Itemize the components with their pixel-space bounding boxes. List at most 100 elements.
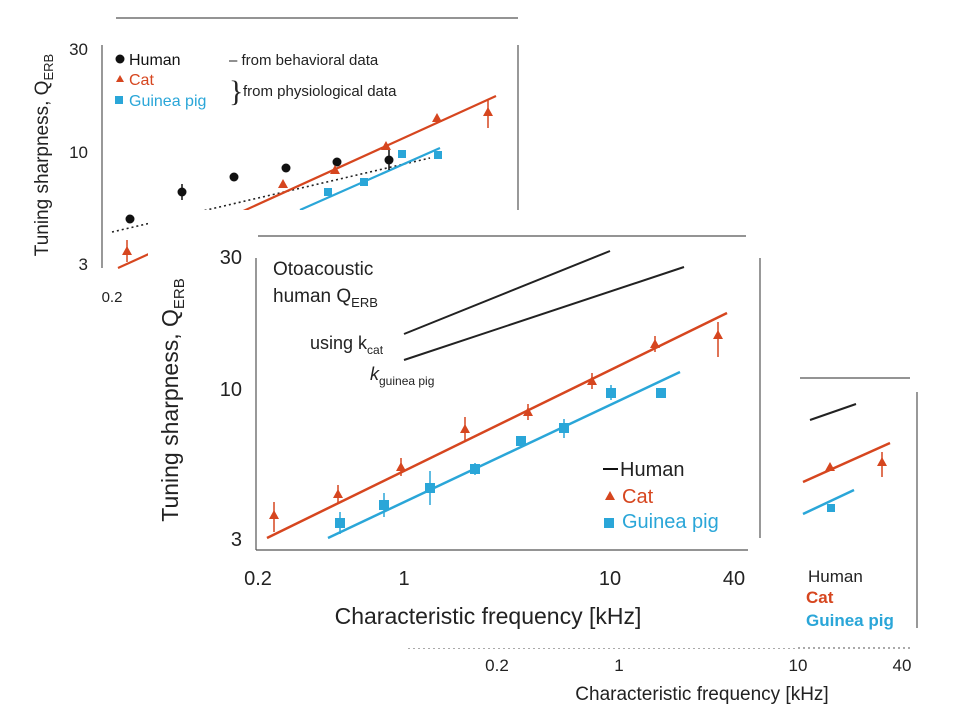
x-tick-label: 0.2: [485, 656, 509, 675]
kguinea-pig-label: kguinea pig: [370, 364, 434, 388]
x-tick-label: 1: [398, 568, 409, 590]
cat-point: [269, 510, 279, 519]
guinea-pig-point: [398, 150, 406, 158]
cat-point: [381, 141, 391, 150]
y-tick-label: 10: [220, 379, 242, 401]
legend-human: Human: [808, 567, 863, 586]
legend-human: Human: [129, 52, 181, 69]
guinea-pig-point: [335, 518, 345, 528]
legend-guinea-pig: Guinea pig: [622, 511, 719, 533]
guinea-pig-point: [470, 464, 480, 474]
legend-guinea-pig-marker: [604, 518, 614, 528]
x-axis-label: Characteristic frequency [kHz]: [575, 684, 828, 705]
cat-point: [432, 113, 442, 122]
guinea-pig-point: [516, 436, 526, 446]
guinea-pig-point: [324, 188, 332, 196]
human-point: [229, 172, 239, 182]
guinea-pig-point: [656, 388, 666, 398]
guinea-pig-points: [324, 150, 442, 196]
guinea-pig-points: [335, 385, 666, 534]
human-point: [177, 187, 187, 197]
cat-point: [278, 179, 288, 188]
legend: Human Cat Guinea pig: [603, 459, 719, 533]
legend-guinea-pig: Guinea pig: [129, 93, 206, 110]
y-tick-label: 30: [69, 40, 88, 59]
cat-point: [396, 462, 406, 471]
legend-cat: Cat: [129, 72, 154, 89]
legend-cat: Cat: [806, 588, 834, 607]
y-tick-label: 3: [79, 255, 88, 274]
human-point: [125, 214, 135, 224]
guinea-pig-point: [425, 483, 435, 493]
legend-cat: Cat: [622, 486, 654, 508]
legend-guinea-pig: Guinea pig: [806, 611, 894, 630]
x-ticks: 0.2 1 10 40: [485, 656, 911, 675]
y-tick-label: 10: [69, 143, 88, 162]
cat-point: [483, 107, 493, 116]
x-axis-label: Characteristic frequency [kHz]: [335, 603, 642, 629]
x-tick-label: 0.2: [102, 289, 123, 306]
cat-point: [460, 424, 470, 433]
otoacoustic-label-line1: Otoacoustic: [273, 259, 373, 280]
legend-behavioral-note: – from behavioral data: [229, 52, 379, 69]
back-left-chart: 3 10 30 0.2 Tuning sharpness, QERB: [32, 17, 519, 306]
y-ticks: 3 10 30: [220, 247, 242, 551]
guinea-pig-point: [606, 388, 616, 398]
human-kcat-fit-line: [403, 250, 611, 335]
legend-human: Human: [620, 459, 684, 481]
human-point: [281, 163, 291, 173]
x-ticks: 0.2 1 10 40: [244, 568, 745, 590]
legend-brace: }: [229, 75, 243, 108]
cat-point: [825, 462, 835, 471]
using-kcat-label: using kcat: [310, 333, 384, 357]
front-chart: 3 10 30 0.2 1 10 40 Characteristic frequ…: [157, 235, 761, 629]
annotations: Otoacoustic human QERB using kcat kguine…: [273, 259, 434, 388]
cat-point: [333, 489, 343, 498]
cat-point: [650, 339, 660, 348]
guinea-pig-point: [360, 178, 368, 186]
legend-physiological-note: from physiological data: [243, 83, 397, 100]
fit-lines: [266, 250, 728, 540]
guinea-pig-point: [434, 151, 442, 159]
human-fit-line: [809, 403, 857, 421]
x-tick-label: 10: [789, 656, 808, 675]
human-point: [332, 157, 342, 167]
cat-fit-line: [802, 441, 891, 484]
x-tick-label: 10: [599, 568, 621, 590]
y-axis-label: Tuning sharpness, QERB: [157, 278, 188, 522]
otoacoustic-label-line2: human QERB: [273, 286, 378, 310]
human-kguinea-pig-fit-line: [403, 266, 685, 361]
human-point: [384, 155, 394, 165]
human-points: [125, 150, 394, 224]
cat-point: [587, 376, 597, 385]
legend-guinea-pig-marker: [115, 96, 123, 104]
x-tick-label: 40: [893, 656, 912, 675]
guinea-pig-point: [379, 500, 389, 510]
cat-point: [523, 407, 533, 416]
y-tick-label: 30: [220, 247, 242, 269]
legend-cat-marker: [605, 491, 615, 500]
x-tick-label: 40: [723, 568, 745, 590]
front-panel: 3 10 30 0.2 1 10 40 Characteristic frequ…: [148, 210, 796, 648]
guinea-pig-fit-line: [327, 370, 681, 540]
guinea-pig-fit-line: [299, 146, 441, 212]
cat-point: [877, 457, 887, 466]
legend: Human Cat Guinea pig: [806, 567, 894, 630]
x-tick-label: 0.2: [244, 568, 272, 590]
cat-point: [330, 165, 340, 174]
guinea-pig-point: [827, 504, 835, 512]
cat-fit-line: [266, 311, 728, 540]
cat-points: [269, 322, 723, 532]
legend-cat-marker: [116, 75, 124, 82]
y-axis-label: Tuning sharpness, QERB: [32, 54, 56, 256]
x-tick-label: 1: [614, 656, 623, 675]
guinea-pig-point: [559, 423, 569, 433]
cat-points: [122, 100, 493, 262]
y-ticks: 3 10 30: [69, 40, 88, 274]
cat-point: [122, 246, 132, 255]
cat-point: [713, 330, 723, 339]
legend: Human Cat Guinea pig – from behavioral d…: [115, 52, 397, 110]
y-tick-label: 3: [231, 529, 242, 551]
